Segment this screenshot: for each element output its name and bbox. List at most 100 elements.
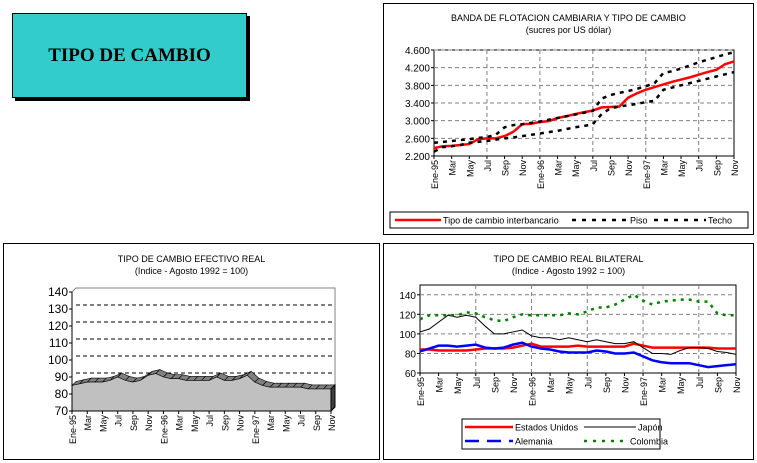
x-tick-label: Jul	[297, 415, 307, 427]
x-tick-label: Sep	[490, 377, 500, 393]
x-tick-label: Ene-97	[639, 377, 649, 406]
y-tick-label: 80	[55, 387, 69, 401]
series-line-colombia	[419, 293, 736, 323]
x-tick-label: Ene-95	[416, 377, 426, 406]
x-tick-label: Sep	[501, 160, 511, 176]
legend-label: Japón	[638, 423, 663, 433]
legend-label: Tipo de cambio interbancario	[443, 216, 559, 226]
area-front	[71, 373, 332, 412]
x-tick-label: Sep	[712, 160, 722, 176]
real-effective-exchange-chart: TIPO DE CAMBIO EFECTIVO REAL (Indice - A…	[3, 243, 380, 460]
bilateral-real-exchange-chart: TIPO DE CAMBIO REAL BILATERAL (Indice - …	[383, 243, 754, 460]
chart-title: BANDA DE FLOTACION CAMBIARIA Y TIPO DE C…	[451, 13, 686, 23]
x-tick-label: Ene-96	[528, 377, 538, 406]
x-tick-label: Nov	[327, 415, 337, 432]
x-tick-label: Sep	[602, 377, 612, 393]
y-tick-label: 100	[399, 330, 416, 341]
plot-frame	[419, 284, 737, 374]
x-tick-label: May	[677, 160, 687, 178]
y-tick-label: 120	[48, 319, 68, 333]
x-tick-label: Nov	[732, 377, 742, 394]
x-tick-label: May	[465, 160, 475, 178]
y-tick-label: 2.200	[405, 152, 430, 163]
chart-plot: 2.200 2.600 3.000 3.400 3.800 4.200 4.600 Ene-9…	[389, 46, 749, 229]
y-tick-label: 4.200	[405, 64, 430, 75]
x-tick-label: Sep	[606, 160, 616, 176]
x-tick-label: Jul	[695, 160, 705, 172]
x-tick-label: Nov	[620, 377, 630, 394]
x-tick-label: Mar	[83, 415, 93, 431]
x-tick-label: Nov	[509, 377, 519, 394]
chart-subtitle: (sucres por US dólar)	[525, 25, 612, 35]
chart-subtitle: (Indice - Agosto 1992 = 100)	[134, 266, 249, 276]
y-tick-label: 110	[49, 336, 68, 350]
x-tick-label: Jul	[589, 160, 599, 172]
legend-label: Estados Unidos	[515, 423, 579, 433]
x-tick-label: Mar	[175, 415, 185, 431]
y-tick-label: 3.000	[405, 117, 430, 128]
x-tick-label: Sep	[713, 377, 723, 393]
series-line-alemania	[419, 341, 737, 369]
y-tick-label: 130	[48, 302, 68, 316]
y-tick-label: 60	[405, 369, 417, 380]
y-tick-label: 2.600	[405, 134, 430, 145]
legend-label: Colombia	[630, 437, 668, 447]
x-tick-label: Ene-95	[430, 160, 440, 189]
y-tick-label: 90	[55, 370, 69, 384]
chart-title: TIPO DE CAMBIO REAL BILATERAL	[493, 254, 644, 264]
y-tick-label: 140	[399, 291, 416, 302]
page-title: TIPO DE CAMBIO	[12, 13, 247, 98]
x-tick-label: Mar	[266, 415, 276, 431]
x-tick-label: Mar	[546, 377, 556, 393]
x-tick-label: Sep	[312, 415, 322, 431]
x-tick-label: Sep	[129, 415, 139, 431]
x-tick-label: Mar	[435, 377, 445, 393]
x-tick-label: Jul	[583, 377, 593, 389]
x-tick-label: May	[676, 377, 686, 395]
y-tick-label: 70	[55, 404, 69, 418]
x-tick-label: Jul	[695, 377, 705, 389]
x-tick-label: Nov	[730, 160, 740, 177]
legend-label: Alemania	[515, 437, 553, 447]
x-tick-label: Jul	[472, 377, 482, 389]
x-tick-label: Ene-95	[68, 415, 78, 444]
x-tick-label: Mar	[554, 160, 564, 176]
series-line-jap-n	[419, 314, 737, 355]
y-tick-label: 3.800	[405, 81, 430, 92]
x-tick-label: Ene-96	[536, 160, 546, 189]
y-tick-label: 100	[48, 353, 68, 367]
x-tick-label: Mar	[659, 160, 669, 176]
chart-plot: 60 80 100 120 140 Ene-95 Mar May Jul Sep Nov Ene-96…	[399, 284, 742, 450]
x-tick-label: Nov	[236, 415, 246, 432]
x-tick-label: Nov	[144, 415, 154, 432]
x-tick-label: Jul	[205, 415, 215, 427]
series-line-estados-unidos	[420, 342, 736, 352]
x-tick-label: Nov	[518, 160, 528, 177]
legend-box	[461, 418, 661, 450]
x-tick-label: Ene-97	[251, 415, 261, 444]
series-line-techo	[433, 50, 735, 144]
legend-label: Techo	[708, 216, 732, 226]
x-tick-label: May	[565, 377, 575, 395]
y-tick-label: 3.400	[405, 99, 430, 110]
x-tick-label: May	[453, 377, 463, 395]
legend-label: Piso	[630, 216, 648, 226]
legend-box	[389, 211, 749, 229]
x-tick-label: Jul	[114, 415, 124, 427]
x-tick-label: May	[190, 415, 200, 433]
x-tick-label: Mar	[448, 160, 458, 176]
y-tick-label: 140	[48, 285, 68, 299]
x-tick-label: Ene-96	[159, 415, 169, 444]
x-tick-label: May	[281, 415, 291, 433]
chart-subtitle: (Indice - Agosto 1992 = 100)	[511, 266, 626, 276]
y-tick-label: 80	[405, 349, 417, 360]
x-tick-label: Sep	[220, 415, 230, 431]
chart-plot: 70 80 90 100 110 120 130 140 Ene-95 Mar May Jul Sep N…	[48, 285, 337, 444]
x-tick-label: May	[98, 415, 108, 433]
x-tick-label: Ene-97	[642, 160, 652, 189]
x-tick-label: Nov	[624, 160, 634, 177]
area-side-face	[330, 383, 336, 413]
x-tick-label: Jul	[483, 160, 493, 172]
series-line-tipo-de-cambio-interbancario	[433, 60, 735, 150]
x-tick-label: Mar	[658, 377, 668, 393]
